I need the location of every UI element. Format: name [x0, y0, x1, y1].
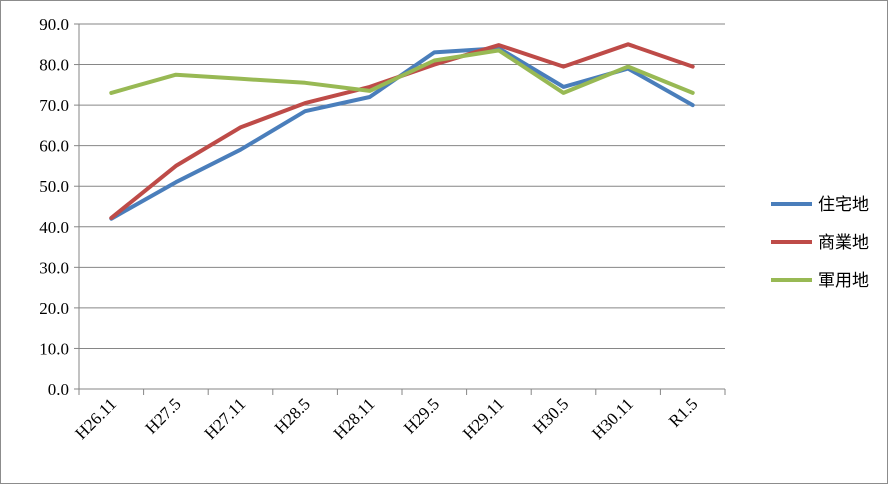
x-tick-label: H30.5 — [529, 394, 572, 437]
legend-label: 軍用地 — [818, 271, 869, 291]
x-tick-label: H28.5 — [271, 394, 314, 437]
y-tick-label: 70.0 — [39, 96, 69, 115]
y-tick-label: 40.0 — [39, 218, 69, 237]
x-tick-label: H26.11 — [71, 394, 120, 443]
y-tick-label: 20.0 — [39, 299, 69, 318]
x-tick-label: H29.11 — [459, 394, 508, 443]
y-tick-label: 0.0 — [48, 380, 69, 399]
series-line-1 — [109, 42, 695, 220]
y-tick-label: 50.0 — [39, 177, 69, 196]
x-tick-label: H27.11 — [201, 394, 250, 443]
x-tick-label: H29.5 — [400, 394, 443, 437]
y-tick-label: 90.0 — [39, 15, 69, 34]
y-tick-label: 30.0 — [39, 258, 69, 277]
x-tick-label: R1.5 — [665, 394, 701, 430]
series-line-2 — [109, 48, 695, 95]
x-tick-label: H30.11 — [588, 394, 637, 443]
y-tick-label: 10.0 — [39, 339, 69, 358]
x-tick-label: H27.5 — [142, 394, 185, 437]
y-tick-label: 60.0 — [39, 137, 69, 156]
legend-label: 商業地 — [818, 233, 869, 253]
legend-label: 住宅地 — [818, 195, 869, 215]
x-tick-label: H28.11 — [330, 394, 379, 443]
y-tick-label: 80.0 — [39, 56, 69, 75]
